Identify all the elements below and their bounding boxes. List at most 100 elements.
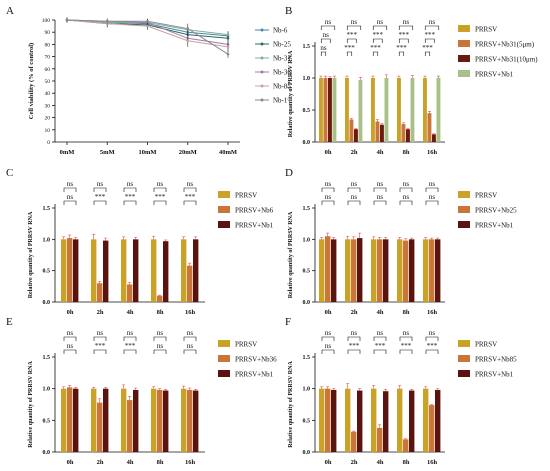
panel-f-sig-bracket bbox=[373, 336, 387, 341]
panel-f-legend-label: PRRSV bbox=[475, 341, 497, 349]
panel-d-bar bbox=[331, 239, 337, 302]
panel-e-x-tick-label: 0h bbox=[67, 459, 74, 466]
panel-b-sig-label: ns bbox=[323, 31, 330, 39]
panel-f-bar bbox=[357, 390, 363, 452]
panel-a-y-tick-label: 90 bbox=[45, 30, 51, 36]
panel-c-sig-label: ns bbox=[67, 180, 74, 188]
panel-e-sig-bracket bbox=[183, 336, 197, 341]
panel-e-sig-label: ns bbox=[67, 329, 74, 337]
panel-e-legend-swatch bbox=[218, 370, 230, 377]
panel-b-sig-label: ns bbox=[377, 18, 384, 26]
panel-f-bar bbox=[409, 390, 415, 452]
panel-c-sig-bracket bbox=[153, 187, 167, 192]
panel-d-sig-bracket bbox=[321, 187, 335, 192]
panel-b-sig-bracket bbox=[424, 38, 435, 43]
panel-c-y-tick-label: 1.0 bbox=[43, 237, 51, 243]
panel-b-sig-label: *** bbox=[347, 31, 358, 39]
panel-f-x-tick-label: 8h bbox=[403, 459, 410, 466]
panel-d-sig-label: ns bbox=[403, 180, 410, 188]
panel-b-legend-swatch bbox=[458, 55, 470, 62]
panel-a-y-tick-label: 70 bbox=[45, 55, 51, 61]
panel-b-bar bbox=[432, 134, 436, 142]
panel-b-bar bbox=[427, 113, 432, 142]
panel-f-bar bbox=[397, 388, 403, 452]
panel-e-sig-bracket bbox=[63, 349, 77, 354]
panel-b-sig-bracket bbox=[346, 38, 357, 43]
panel-c-y-tick-label: 0.0 bbox=[43, 300, 51, 306]
panel-c-bar bbox=[67, 238, 73, 302]
panel-d-sig-bracket bbox=[321, 200, 335, 205]
panel-a-y-tick-label: 80 bbox=[45, 42, 51, 48]
panel-f-bar bbox=[429, 405, 435, 452]
panel-d-sig-label: ns bbox=[429, 193, 436, 201]
panel-b-bar bbox=[436, 78, 441, 142]
panel-a-data-point bbox=[226, 45, 230, 49]
panel-b-x-tick-label: 4h bbox=[377, 149, 384, 156]
panel-f-sig-label: ns bbox=[429, 329, 436, 337]
panel-b-sig-label: ns bbox=[320, 44, 327, 52]
panel-f-sig-bracket bbox=[347, 336, 361, 341]
panel-e-bar bbox=[121, 388, 127, 452]
panel-a-data-point bbox=[186, 27, 190, 30]
panel-d-label: D bbox=[285, 167, 293, 179]
panel-f-bar bbox=[435, 389, 441, 452]
panel-d-x-tick-label: 8h bbox=[403, 309, 410, 316]
panel-d-legend-swatch bbox=[458, 206, 470, 213]
panel-b-bar bbox=[323, 78, 328, 142]
panel-a-legend-label: Nb-1 bbox=[273, 97, 288, 105]
panel-f-sig-label: ns bbox=[325, 329, 332, 337]
panel-b-bar bbox=[328, 78, 332, 142]
panel-e-y-tick-label: 1.0 bbox=[43, 387, 51, 393]
panel-c-legend-label: PRRSV bbox=[235, 192, 257, 200]
panel-e-bar bbox=[157, 389, 163, 452]
panel-f-sig-bracket bbox=[425, 336, 439, 341]
panel-b-legend-swatch bbox=[458, 40, 470, 47]
panel-a-legend-marker bbox=[260, 56, 264, 60]
panel-c-bar bbox=[127, 284, 133, 302]
panel-a-x-tick-label: 20mM bbox=[179, 149, 197, 156]
panel-c-sig-label: ns bbox=[127, 180, 134, 188]
panel-f-bar bbox=[325, 388, 331, 452]
panel-f-legend-label: PRRSV+Nb1 bbox=[475, 371, 514, 379]
panel-e-x-tick-label: 4h bbox=[127, 459, 134, 466]
panel-b-x-tick-label: 0h bbox=[325, 149, 332, 156]
panel-c-sig-bracket bbox=[123, 187, 137, 192]
panel-e-bar bbox=[73, 388, 79, 452]
panel-f-sig-label: ns bbox=[377, 329, 384, 337]
panel-b-legend-swatch bbox=[458, 25, 470, 32]
panel-b-bar bbox=[384, 78, 389, 142]
panel-b-sig-bracket bbox=[398, 38, 409, 43]
panel-d-sig-label: ns bbox=[325, 180, 332, 188]
panel-f-y-tick-label: 1.0 bbox=[303, 387, 311, 393]
panel-b-sig-label: ns bbox=[429, 18, 436, 26]
panel-b-sig-label: ns bbox=[325, 18, 332, 26]
panel-d-legend-label: PRRSV bbox=[475, 192, 497, 200]
panel-f-bar bbox=[403, 439, 409, 452]
panel-e-legend-label: PRRSV+Nb36 bbox=[235, 356, 277, 364]
panel-a-legend-label: Nb-31 bbox=[273, 55, 291, 63]
panel-d-y-tick-label: 0.5 bbox=[303, 269, 311, 275]
panel-a-legend-marker bbox=[260, 28, 264, 32]
panel-c-sig-bracket bbox=[93, 187, 107, 192]
panel-c-bar bbox=[73, 239, 79, 302]
panel-b-bar bbox=[401, 124, 406, 142]
panel-a-legend-label: Nb-6 bbox=[273, 27, 288, 35]
panel-c-sig-label: ns bbox=[157, 180, 164, 188]
panel-a-legend-marker bbox=[260, 84, 264, 88]
panel-c-sig-label: *** bbox=[185, 193, 196, 201]
panel-d-legend-swatch bbox=[458, 191, 470, 198]
panel-c-sig-bracket bbox=[63, 200, 77, 205]
panel-f-y-tick-label: 0.0 bbox=[303, 450, 311, 456]
panel-b-sig-bracket bbox=[398, 51, 405, 56]
panel-d-x-tick-label: 16h bbox=[427, 309, 438, 316]
panel-b-bar bbox=[371, 78, 375, 142]
panel-b-bar bbox=[358, 79, 363, 142]
panel-d-bar bbox=[435, 239, 441, 302]
panel-d-bar bbox=[409, 239, 415, 302]
panel-f-sig-label: *** bbox=[375, 342, 386, 350]
panel-b-sig-bracket bbox=[346, 25, 362, 30]
panel-b-sig-bracket bbox=[372, 38, 383, 43]
panel-b-legend-label: PRRSV+Nb31(10μm) bbox=[475, 56, 538, 64]
panel-b-bar bbox=[375, 121, 380, 142]
panel-c-sig-label: ns bbox=[187, 180, 194, 188]
